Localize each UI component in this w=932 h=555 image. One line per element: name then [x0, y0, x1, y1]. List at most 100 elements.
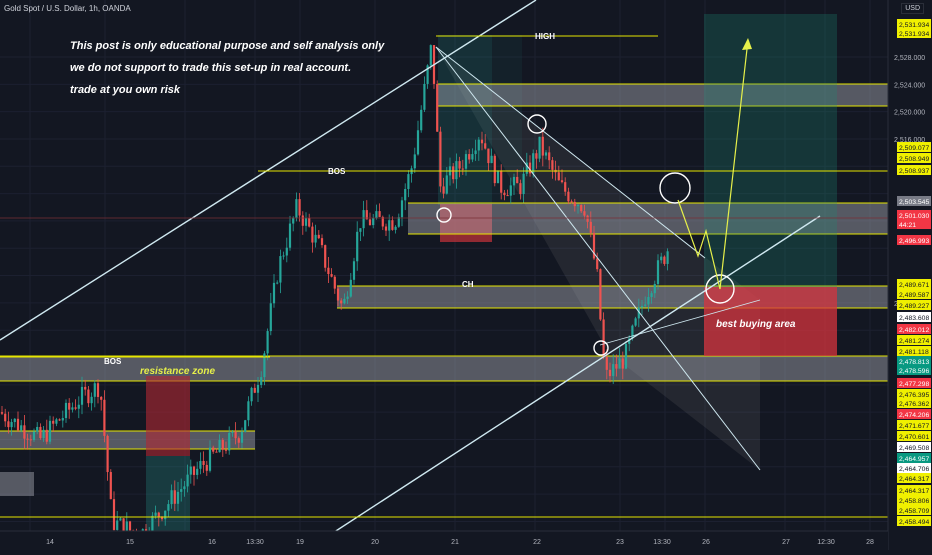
candle-body-163	[522, 173, 525, 195]
candle-body-130	[416, 130, 420, 155]
candle-body-208	[666, 251, 669, 264]
candle-body-126	[404, 189, 407, 201]
candle-body-145	[464, 154, 468, 169]
price-badge-bg-30	[897, 505, 931, 515]
price-badge-1: 2,531.934	[899, 31, 929, 38]
candle-body-59	[189, 466, 192, 475]
price-tick-3: 2,516.000	[894, 137, 925, 144]
price-badge-20: 2,476.362	[899, 401, 929, 408]
candle-body-67	[215, 451, 218, 453]
price-badge-0: 2,531.934	[899, 22, 929, 29]
candle-body-113	[362, 210, 365, 229]
candle-body-162	[519, 183, 522, 195]
candle-body-161	[516, 176, 519, 184]
candle-body-4	[13, 418, 16, 423]
resistance-red-box	[146, 376, 190, 456]
candle-body-137	[439, 131, 442, 187]
price-badge-bg-10	[897, 289, 931, 299]
candle-body-151	[484, 143, 487, 149]
price-badge-bg-6	[897, 210, 931, 220]
candle-body-55	[176, 491, 180, 504]
candle-body-48	[154, 512, 157, 516]
falling-channel-bottom	[435, 46, 761, 471]
candle-body-75	[240, 431, 244, 443]
candle-body-178	[570, 201, 573, 203]
candle-body-186	[596, 258, 599, 270]
high-label: HIGH	[535, 32, 555, 41]
note-line-3: trade at you own risk	[70, 84, 181, 96]
candle-body-155	[496, 170, 500, 184]
candle-body-35	[112, 499, 116, 530]
price-badge-4: 2,508.937	[899, 168, 929, 175]
currency-label[interactable]: USD	[901, 3, 924, 14]
time-tick-13: 28	[866, 539, 874, 546]
candle-body-77	[247, 401, 250, 421]
candle-body-36	[116, 520, 119, 530]
candle-body-88	[282, 255, 285, 257]
candle-body-20	[64, 402, 68, 419]
candle-body-7	[23, 425, 26, 439]
candle-body-152	[487, 148, 490, 164]
candle-body-11	[36, 426, 39, 432]
drawings: HIGH BOS BOS CH resistance zone best buying a…	[0, 0, 888, 541]
candle-body-183	[586, 215, 589, 222]
price-badge-bg-23	[897, 431, 931, 441]
price-badge-21: 2,474.206	[899, 412, 929, 419]
price-badge-bg-12	[897, 312, 931, 322]
candle-body-68	[218, 440, 221, 453]
price-badge-12: 2,483.608	[899, 315, 929, 322]
candle-body-3	[10, 422, 13, 428]
candle-body-76	[244, 420, 247, 432]
candle-body-189	[605, 357, 608, 370]
price-badge-bg-2	[897, 142, 931, 152]
candle-body-66	[212, 447, 215, 452]
price-badge-7: 44:21	[899, 222, 916, 229]
channel-upper-line	[0, 0, 537, 341]
price-badge-10: 2,489.587	[899, 292, 929, 299]
candle-body-70	[224, 449, 228, 451]
candle-body-110	[352, 261, 356, 280]
grid	[0, 0, 888, 531]
candle-body-108	[346, 296, 349, 299]
candle-body-37	[119, 518, 122, 521]
candle-body-54	[173, 490, 176, 504]
candle-body-28	[90, 396, 93, 404]
candle-body-205	[656, 260, 660, 284]
candle-body-1	[4, 413, 7, 422]
price-badge-bg-22	[897, 420, 931, 430]
candle-body-148	[474, 150, 477, 155]
candle-body-203	[650, 293, 653, 297]
candle-body-53	[170, 490, 173, 505]
candle-body-102	[327, 267, 330, 275]
candle-body-22	[71, 407, 74, 410]
price-badge-bg-31	[897, 516, 931, 526]
candle-body-187	[599, 269, 602, 320]
candle-body-150	[480, 139, 484, 144]
price-badge-3: 2,508.949	[899, 156, 929, 163]
time-tick-6: 21	[451, 539, 459, 546]
candle-body-5	[16, 418, 20, 431]
candle-body-127	[407, 174, 410, 190]
highlight-circle-3	[659, 172, 691, 204]
highlight-circle-0	[436, 207, 452, 223]
time-tick-2: 16	[208, 539, 216, 546]
candle-body-81	[260, 377, 263, 385]
bos-upper-label: BOS	[328, 167, 346, 176]
candle-body-192	[615, 364, 618, 369]
candle-body-139	[445, 175, 448, 194]
candle-body-167	[535, 153, 538, 159]
candle-body-120	[384, 226, 388, 231]
price-tick-1: 2,524.000	[894, 82, 925, 89]
candle-body-180	[576, 205, 580, 207]
candle-body-94	[301, 215, 304, 226]
highlight-circle-4	[705, 274, 735, 304]
candle-body-49	[157, 512, 160, 517]
projection-arrowhead	[742, 38, 752, 50]
candle-body-32	[103, 399, 106, 436]
candle-body-146	[468, 154, 471, 160]
price-badge-bg-14	[897, 335, 931, 345]
candle-body-197	[631, 325, 634, 339]
price-badge-22: 2,471.677	[899, 423, 929, 430]
